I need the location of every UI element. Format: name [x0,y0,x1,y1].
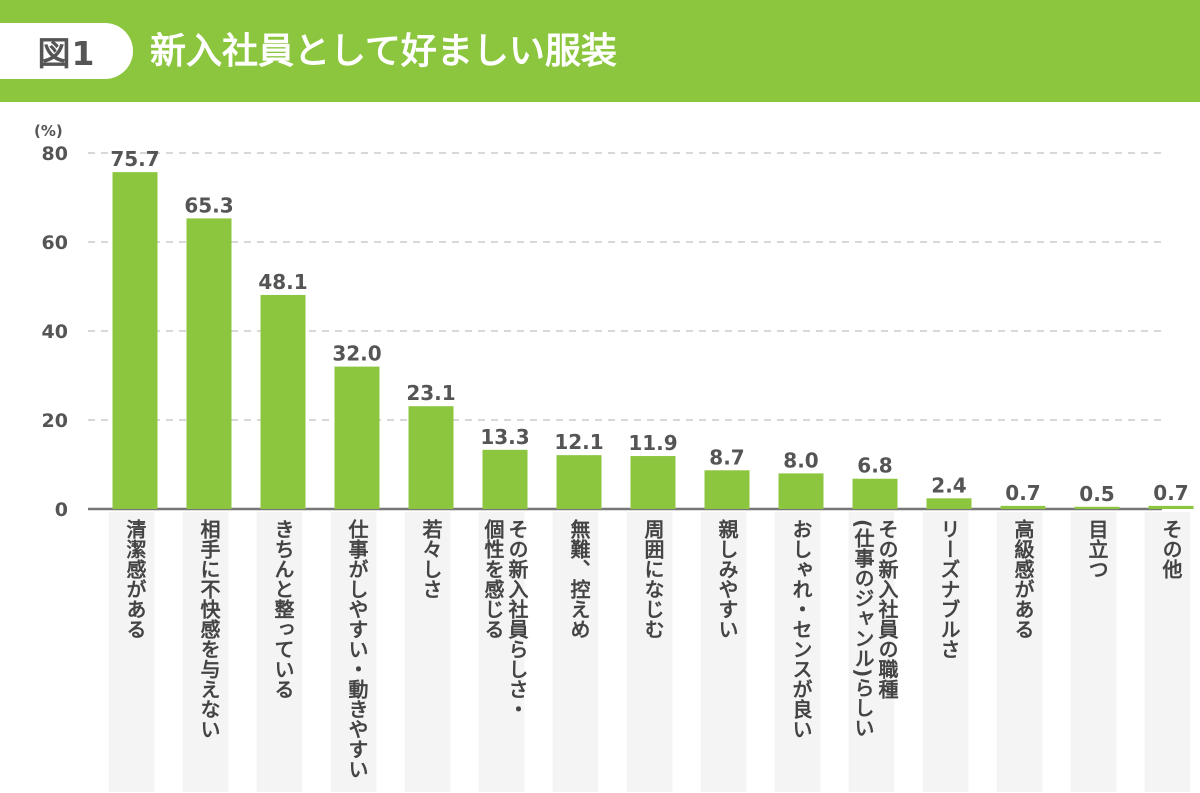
bar [112,172,158,509]
data-label: 13.3 [480,425,529,449]
category-label-background [1144,512,1191,792]
category-label-background [996,512,1043,792]
category-label-background [848,512,895,792]
x-tick-label: おしゃれ・センスが良い [789,519,813,739]
x-tick-label: 個性を感じる [481,519,505,639]
bar [852,478,898,509]
category-label-background [626,512,673,792]
category-label-background [404,512,451,792]
category-label-background [552,512,599,792]
y-axis-unit-label: (%) [34,122,63,140]
data-label: 2.4 [931,473,966,497]
bar [1148,505,1194,509]
chart-title: 新入社員として好ましい服装 [150,31,617,72]
data-label: 12.1 [554,430,603,454]
data-label: 8.0 [783,448,818,472]
bar [334,366,380,509]
bar [1000,505,1046,509]
data-label: 11.9 [628,431,677,455]
y-tick-label: 40 [42,321,68,343]
data-label: 0.7 [1005,481,1040,505]
bar [556,455,602,509]
category-label-background [478,512,525,792]
x-tick-label: 高級感がある [1011,518,1035,639]
x-tick-label: その他 [1159,519,1183,579]
x-tick-label: 周囲になじむ [641,519,665,639]
figure-label: 図1 [0,23,133,79]
x-tick-label: (仕事のジャンル)らしい [851,519,875,737]
bar [704,470,750,509]
bar [482,449,528,509]
category-label-background [1070,512,1117,792]
x-tick-label: その新入社員らしさ・ [505,519,529,719]
category-label-background [256,512,303,792]
data-label: 32.0 [332,342,381,366]
bar [408,406,454,509]
y-tick-label: 20 [42,410,68,432]
data-label: 0.7 [1153,481,1188,505]
data-label: 8.7 [709,445,744,469]
x-tick-label: 親しみやすい [715,519,739,639]
category-label-background [774,512,821,792]
category-label-background [182,512,229,792]
data-label: 23.1 [406,381,455,405]
x-tick-label: 無難、控えめ [567,518,591,639]
x-tick-label: 若々しさ [419,519,443,599]
bar [778,473,824,509]
bar [1074,506,1120,509]
x-tick-label: 目立つ [1085,519,1109,579]
bar-chart: (%) 0 20 40 60 80 75.7 清潔感がある 65.3 相手に不快感を与えない 48.… [34,122,1194,792]
x-tick-label: 相手に不快感を与えない [197,518,221,739]
data-label: 65.3 [184,193,233,217]
y-tick-label: 80 [42,143,68,165]
data-label: 48.1 [258,270,307,294]
x-tick-label: 清潔感がある [123,518,147,639]
data-label: 0.5 [1079,482,1114,506]
x-tick-label: きちんと整っている [271,519,295,699]
y-tick-label: 60 [42,232,68,254]
bar [926,498,972,509]
x-tick-label: リーズナブルさ [937,519,961,659]
y-tick-label: 0 [55,499,68,521]
bar [186,218,232,509]
x-tick-label: その新入社員の職種 [875,519,899,699]
data-label: 75.7 [110,147,159,171]
bar [630,456,676,509]
x-tick-label: 仕事がしやすい・動きやすい [345,518,369,779]
category-label-background [700,512,747,792]
category-label-background [330,512,377,792]
category-label-background [108,512,155,792]
bar [260,294,306,509]
data-label: 6.8 [857,454,892,478]
title-banner: 図1 新入社員として好ましい服装 [0,0,1200,102]
category-label-background [922,512,969,792]
